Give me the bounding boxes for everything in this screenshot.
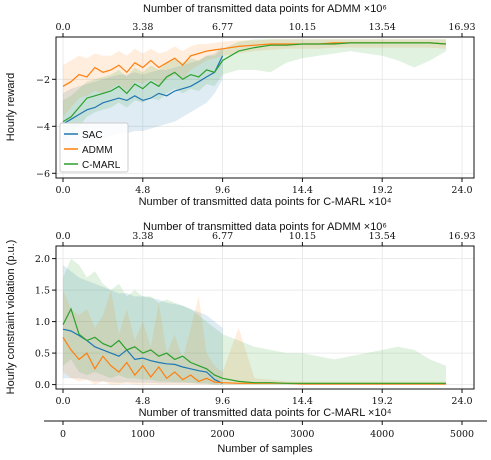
violation-top-tick-label: 16.93 [448, 231, 475, 242]
samples-tick-label: 3000 [290, 429, 314, 440]
legend: SAC ADMM C-MARL [59, 122, 129, 173]
violation-bands [63, 258, 446, 385]
violation-panel: 0.0 0.5 1.0 1.5 2.0 0.0 3.38 6.77 10.15 13.54 16.… [5, 221, 487, 455]
reward-ylabel: Hourly reward [5, 73, 17, 141]
violation-top-tick-label: 10.15 [289, 231, 316, 242]
violation-cmarl-line [62, 307, 446, 384]
reward-top-tick-label: 3.38 [132, 22, 153, 33]
samples-tick-label: 4000 [370, 429, 394, 440]
violation-sac-band [63, 264, 223, 385]
violation-ytick-label: 1.5 [35, 286, 50, 297]
reward-admm-band [63, 39, 446, 117]
violation-top-tick-label: 0.0 [55, 231, 70, 242]
violation-cmarl-band [63, 258, 446, 385]
violation-grid [56, 246, 474, 389]
violation-bottom-xlabel: Number of transmitted data points for C-… [139, 407, 392, 419]
samples-xlabel: Number of samples [217, 443, 313, 455]
reward-bottom-tick-label: 0.0 [55, 185, 70, 196]
violation-top-tick-label: 6.77 [212, 231, 233, 242]
samples-tick-label: 5000 [450, 429, 474, 440]
reward-bottom-ticks: 0.0 4.8 9.6 14.4 19.2 24.0 [55, 178, 473, 196]
violation-yticks: 0.0 0.5 1.0 1.5 2.0 [35, 254, 56, 391]
violation-bottom-tick-label: 24.0 [451, 396, 472, 407]
legend-box [59, 122, 129, 173]
legend-cmarl-label: C-MARL [82, 160, 121, 171]
samples-ticks: 0 1000 2000 3000 4000 5000 [60, 421, 474, 440]
violation-top-ticks: 0.0 3.38 6.77 10.15 13.54 16.93 [55, 231, 476, 246]
legend-admm-label: ADMM [82, 145, 113, 156]
violation-bottom-tick-label: 0.0 [55, 396, 70, 407]
violation-top-xlabel: Number of transmitted data points for AD… [143, 221, 387, 233]
reward-ytick-label: −6 [36, 169, 50, 180]
reward-top-tick-label: 0.0 [55, 22, 70, 33]
legend-sac-label: SAC [82, 130, 103, 141]
violation-admm-line [62, 336, 446, 385]
violation-ytick-label: 0.0 [35, 380, 50, 391]
reward-top-tick-label: 10.15 [289, 22, 316, 33]
violation-ytick-label: 2.0 [35, 254, 50, 265]
reward-bottom-tick-label: 9.6 [215, 185, 230, 196]
samples-tick-label: 0 [60, 429, 66, 440]
reward-bottom-tick-label: 14.4 [292, 185, 313, 196]
reward-lines [62, 42, 447, 125]
violation-ytick-label: 1.0 [35, 317, 50, 328]
reward-top-tick-label: 13.54 [369, 22, 396, 33]
reward-cmarl-line [62, 42, 447, 123]
reward-bottom-xlabel: Number of transmitted data points for C-… [139, 196, 392, 208]
violation-ylabel: Hourly constraint violation (p.u.) [5, 240, 17, 395]
violation-lines [62, 307, 446, 385]
reward-ytick-label: −2 [36, 75, 50, 86]
reward-top-ticks: 0.0 3.38 6.77 10.15 13.54 16.93 [55, 22, 476, 37]
reward-yticks: −6 −4 −2 [36, 75, 56, 180]
reward-bottom-tick-label: 19.2 [372, 185, 393, 196]
reward-ytick-label: −4 [36, 122, 50, 133]
violation-bottom-ticks: 0.0 4.8 9.6 14.4 19.2 24.0 [55, 389, 473, 407]
reward-bottom-tick-label: 24.0 [451, 185, 472, 196]
violation-top-tick-label: 3.38 [132, 231, 153, 242]
violation-admm-band [63, 290, 446, 385]
samples-tick-label: 1000 [131, 429, 155, 440]
reward-cmarl-band [63, 39, 446, 141]
reward-panel: −6 −4 −2 0.0 3.38 6.77 10.15 13.54 16.93 0.0 4.8… [5, 3, 476, 208]
violation-bottom-tick-label: 14.4 [292, 396, 313, 407]
samples-tick-label: 2000 [211, 429, 235, 440]
violation-top-tick-label: 13.54 [369, 231, 396, 242]
violation-bottom-tick-label: 19.2 [372, 396, 393, 407]
reward-top-xlabel: Number of transmitted data points for AD… [143, 3, 387, 15]
reward-top-tick-label: 6.77 [212, 22, 233, 33]
reward-top-tick-label: 16.93 [448, 22, 475, 33]
violation-bottom-tick-label: 4.8 [135, 396, 150, 407]
violation-axes-frame [55, 245, 475, 390]
reward-bottom-tick-label: 4.8 [135, 185, 150, 196]
reward-sac-line [62, 55, 224, 125]
reward-axes-frame [55, 36, 475, 179]
violation-sac-line [62, 328, 223, 384]
violation-bottom-tick-label: 9.6 [215, 396, 230, 407]
violation-ytick-label: 0.5 [35, 349, 50, 360]
